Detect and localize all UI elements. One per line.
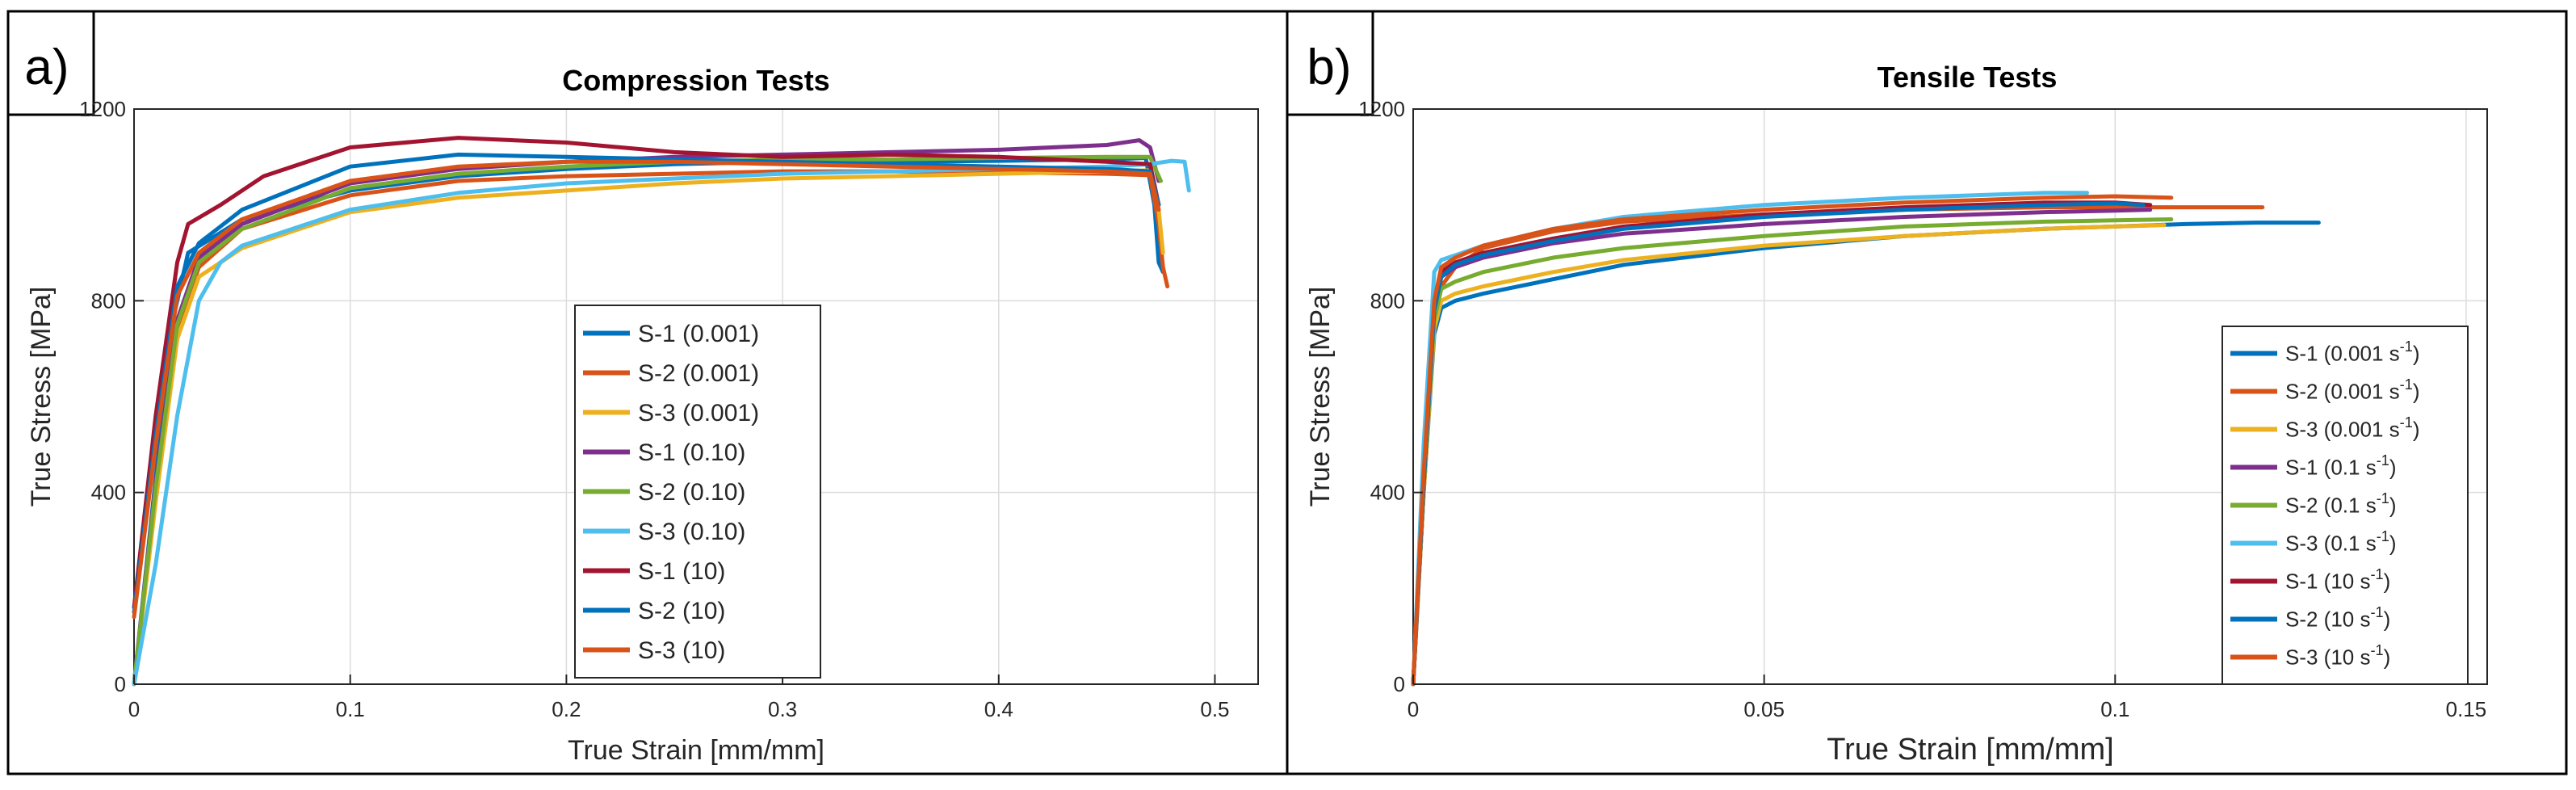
- x-tick-label: 0.05: [1743, 697, 1785, 721]
- y-tick-label: 800: [1370, 288, 1405, 313]
- y-tick-label: 400: [91, 481, 126, 505]
- legend-label: S-2 (10 s-1): [2285, 604, 2390, 632]
- series-line-8: [132, 152, 1161, 615]
- plot-area: [1412, 108, 2488, 685]
- panel-label: b): [1307, 40, 1351, 95]
- legend-label: S-1 (10): [638, 558, 725, 585]
- x-tick-label: 0: [128, 697, 140, 721]
- y-axis-label: True Stress [MPa]: [26, 287, 57, 507]
- tensile-panel: b) Tensile Tests 0 0.05 0.1 0.15 0 400 800 1200…: [1286, 10, 2568, 775]
- legend-label: S-3 (0.10): [638, 519, 745, 545]
- legend-label: S-2 (0.001): [638, 360, 759, 387]
- compression-panel: a) Compression Tests 0 0.1 0.2 0.3 0.4 0.5 0 40…: [6, 10, 1289, 775]
- x-tick-label: 0.1: [2100, 697, 2129, 721]
- legend-label: S-3 (0.001): [638, 400, 759, 427]
- y-axis-label: True Stress [MPa]: [1305, 287, 1336, 507]
- series-layer: [132, 136, 1191, 687]
- x-tick-label: 0.15: [2446, 697, 2487, 721]
- x-tick-label: 0.4: [984, 697, 1013, 721]
- panel-label-box: [6, 10, 95, 116]
- x-axis-label: True Strain [mm/mm]: [1827, 733, 2113, 767]
- series-line-9: [1411, 194, 2174, 687]
- x-tick-label: 0.2: [552, 697, 581, 721]
- x-tick-label: 0: [1408, 697, 1419, 721]
- legend: S-1 (0.001) S-2 (0.001) S-3 (0.001) S-1 (0.…: [574, 305, 821, 679]
- legend-label: S-3 (10): [638, 637, 725, 664]
- y-tick-label: 400: [1370, 481, 1405, 505]
- x-tick-label: 0.1: [336, 697, 365, 721]
- y-tick-label: 0: [115, 672, 126, 696]
- chart-title: Compression Tests: [562, 64, 829, 97]
- chart-title: Tensile Tests: [1877, 61, 2058, 94]
- series-line-7: [132, 136, 1161, 610]
- plot-area: [133, 108, 1259, 685]
- tick-labels: 0 0.05 0.1 0.15 0 400 800 1200: [1358, 97, 2486, 721]
- legend-label: S-1 (0.001): [638, 321, 759, 347]
- legend-label: S-2 (10): [638, 598, 725, 624]
- series-line-9: [132, 159, 1161, 620]
- legend-label: S-2 (0.001 s-1): [2285, 376, 2419, 404]
- legend: S-1 (0.001 s-1) S-2 (0.001 s-1) S-3 (0.001…: [2221, 326, 2469, 685]
- y-tick-label: 1200: [79, 97, 126, 121]
- y-tick-label: 0: [1394, 672, 1405, 696]
- x-tick-label: 0.5: [1200, 697, 1229, 721]
- series-line-5: [132, 154, 1163, 687]
- legend-label: S-1 (0.001 s-1): [2285, 338, 2419, 366]
- tick-labels: 0 0.1 0.2 0.3 0.4 0.5 0 400 800 1200: [79, 97, 1229, 721]
- series-layer: [1411, 191, 2321, 687]
- y-tick-label: 800: [91, 288, 126, 313]
- panel-label: a): [24, 40, 69, 95]
- legend-label: S-2 (0.10): [638, 479, 745, 506]
- legend-label: S-3 (0.001 s-1): [2285, 414, 2419, 442]
- x-tick-label: 0.3: [768, 697, 797, 721]
- y-tick-label: 1200: [1358, 97, 1405, 121]
- x-axis-label: True Strain [mm/mm]: [568, 735, 824, 766]
- legend-label: S-1 (0.10): [638, 439, 745, 466]
- panel-label-box: [1286, 10, 1374, 116]
